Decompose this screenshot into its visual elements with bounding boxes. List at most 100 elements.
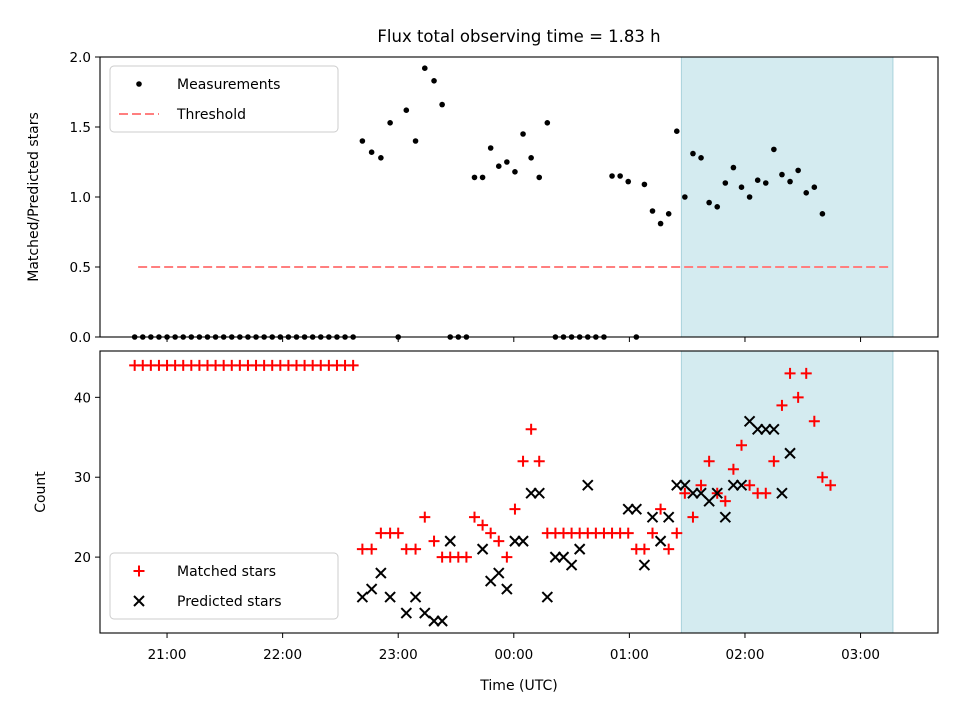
matched-star-point	[776, 399, 788, 411]
predicted-star-point	[517, 535, 529, 547]
legend-label: Matched stars	[177, 564, 276, 580]
predicted-star-point	[565, 559, 578, 571]
legend-label: Predicted stars	[177, 594, 282, 610]
matched-star-point	[808, 415, 820, 427]
predicted-star-point	[444, 535, 456, 547]
matched-star-point	[509, 503, 521, 515]
predicted-star-point	[638, 559, 651, 571]
measurement-point	[439, 101, 445, 108]
measurement-point	[359, 138, 366, 144]
measurement-point	[665, 211, 672, 217]
x-tick-label: 21:00	[148, 647, 187, 663]
measurement-point	[378, 155, 384, 161]
measurement-point	[787, 178, 793, 185]
measurement-point	[762, 180, 769, 186]
measurement-point	[479, 174, 486, 181]
predicted-star-point	[687, 487, 699, 499]
predicted-star-point	[501, 583, 513, 595]
measurement-point	[738, 184, 745, 190]
matched-star-point	[655, 503, 667, 515]
matched-star-point	[647, 527, 659, 539]
measurement-point	[730, 164, 737, 171]
shaded-region	[680, 350, 894, 634]
matched-star-point	[736, 439, 748, 451]
matched-star-point	[460, 551, 472, 563]
measurement-point	[746, 194, 753, 200]
predicted-star-point	[541, 591, 554, 603]
measurement-point	[698, 155, 704, 161]
matched-star-point	[375, 527, 387, 539]
measurement-point	[706, 199, 712, 206]
matched-star-point	[744, 479, 756, 491]
measurement-point	[722, 180, 729, 186]
y-tick-label: 20	[74, 550, 91, 566]
matched-star-point	[392, 527, 404, 539]
matched-star-point	[622, 527, 634, 539]
shaded-region	[680, 56, 894, 338]
measurement-point	[714, 204, 721, 210]
measurement-point	[512, 169, 518, 175]
predicted-star-point	[622, 503, 634, 515]
measurement-point	[754, 177, 761, 183]
predicted-star-point	[493, 567, 505, 579]
measurement-point	[649, 208, 656, 214]
measurement-point	[657, 220, 664, 227]
x-tick-label: 03:00	[841, 647, 880, 663]
axes-frame	[99, 350, 939, 634]
y-tick-label: 0.0	[70, 330, 91, 346]
matched-star-point	[400, 543, 412, 555]
predicted-star-point	[419, 607, 431, 619]
measurement-point	[536, 174, 543, 181]
matched-star-point	[501, 551, 513, 563]
y-axis-label: Matched/Predicted stars	[26, 112, 42, 282]
matched-star-point	[419, 511, 431, 523]
predicted-star-point	[384, 591, 396, 603]
predicted-star-point	[428, 615, 440, 627]
measurement-point	[528, 155, 534, 161]
predicted-star-point	[436, 615, 448, 627]
predicted-star-point	[573, 543, 586, 555]
x-tick-label: 01:00	[610, 647, 649, 663]
y-tick-label: 30	[74, 470, 91, 486]
matched-star-point	[671, 527, 683, 539]
predicted-star-point	[533, 487, 545, 499]
matched-star-point	[687, 511, 699, 523]
predicted-star-point	[525, 487, 537, 499]
predicted-star-point	[735, 479, 748, 491]
x-tick-label: 00:00	[494, 647, 533, 663]
matched-star-point	[533, 455, 545, 467]
measurement-point	[690, 150, 696, 157]
matched-star-point	[816, 471, 828, 483]
measurement-point	[811, 184, 818, 190]
measurement-point	[771, 146, 777, 153]
predicted-star-point	[400, 607, 413, 619]
matched-star-point	[347, 359, 359, 371]
measurement-point	[504, 159, 510, 165]
legend-box	[109, 65, 339, 133]
predicted-star-point	[582, 479, 594, 491]
matched-star-point	[695, 479, 707, 491]
predicted-star-point	[356, 591, 369, 603]
measurement-point	[487, 145, 494, 151]
matched-star-point	[784, 367, 796, 379]
predicted-star-point	[751, 423, 764, 435]
measurement-point	[495, 163, 502, 169]
matched-star-point	[760, 487, 772, 499]
matched-star-point	[825, 479, 837, 491]
matched-star-point	[410, 543, 422, 555]
legend-marker-matched	[133, 565, 145, 577]
measurement-point	[617, 173, 623, 179]
matched-star-point	[477, 519, 489, 531]
x-tick-label: 23:00	[379, 647, 418, 663]
predicted-star-point	[662, 511, 675, 523]
measurement-point	[412, 138, 419, 144]
matched-star-point	[517, 455, 529, 467]
matched-star-point	[703, 455, 715, 467]
matched-star-point	[366, 543, 378, 555]
panel-1: 0.0 0.5 1.0 1.5 2.0 Matched/Predicted stars Me…	[26, 50, 939, 346]
chart-title: Flux total observing time = 1.83 h	[377, 27, 660, 46]
measurement-point	[803, 190, 810, 196]
matched-star-point	[638, 543, 650, 555]
measurement-point	[609, 173, 615, 179]
